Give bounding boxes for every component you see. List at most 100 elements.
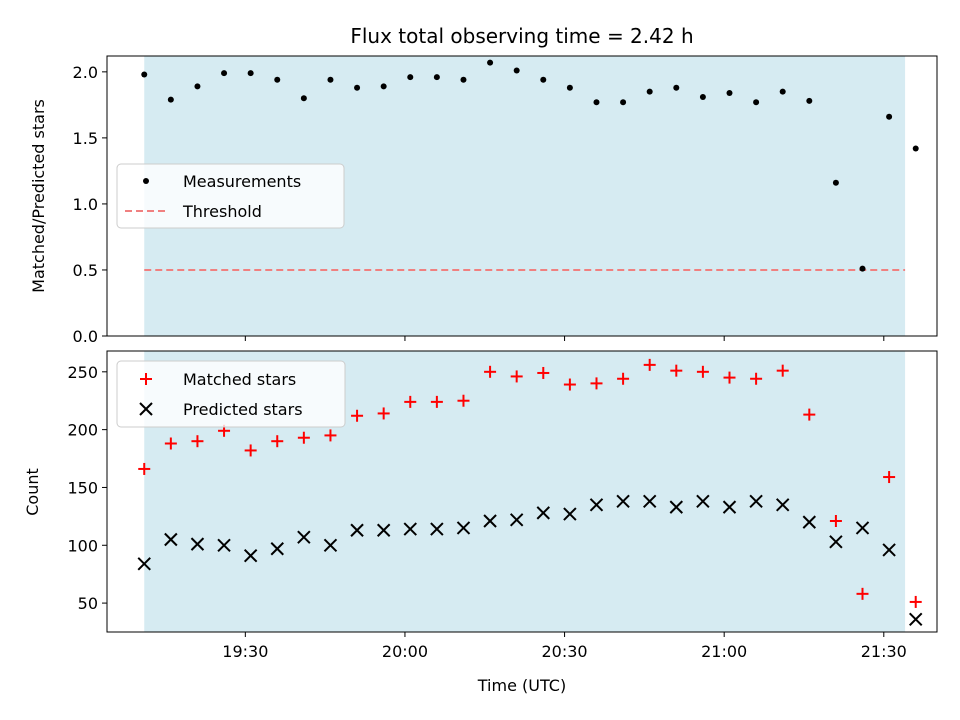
bottom-ytick-label: 200	[67, 421, 98, 440]
measurement-point	[274, 76, 281, 83]
bottom-ytick-label: 100	[67, 536, 98, 555]
bottom-ytick-label: 50	[78, 594, 98, 613]
predicted-star-point	[323, 538, 338, 552]
measurement-point	[699, 93, 706, 100]
bottom-xtick-label: 21:00	[701, 642, 747, 661]
matched-star-point	[563, 378, 576, 391]
top-legend-box	[116, 163, 345, 229]
measurement-point	[912, 145, 919, 152]
matched-star-point	[537, 366, 550, 379]
legend-measurements-marker	[143, 178, 149, 184]
predicted-star-point	[164, 532, 178, 547]
matched-star-point	[457, 394, 470, 407]
measurement-point	[540, 76, 547, 83]
predicted-star-point	[616, 494, 630, 509]
predicted-star-stroke-b	[430, 522, 444, 536]
predicted-star-point	[243, 548, 258, 563]
measurement-point	[221, 70, 228, 77]
predicted-star-stroke-b	[164, 532, 178, 547]
predicted-star-stroke-b	[669, 500, 684, 514]
bottom-x-ticks: 19:30 20:00 20:30 21:00 21:30	[222, 632, 907, 661]
top-ytick-label: 0.0	[73, 327, 98, 346]
predicted-star-point	[909, 612, 923, 626]
measurement-point	[886, 113, 893, 120]
measurement-point	[487, 59, 494, 66]
predicted-star-stroke-b	[403, 522, 417, 536]
legend-matched-label: Matched stars	[183, 370, 296, 389]
predicted-stars-series	[137, 494, 923, 626]
matched-star-point	[244, 444, 257, 457]
legend-predicted-marker	[139, 402, 153, 416]
matched-stars-series	[138, 358, 922, 608]
matched-star-point	[138, 462, 151, 475]
legend-measurements-label: Measurements	[183, 172, 301, 191]
matched-star-point	[510, 370, 523, 383]
top-legend: Measurements Threshold	[116, 163, 345, 229]
matched-star-point	[829, 514, 842, 527]
top-x-ticks	[244, 336, 885, 341]
matched-star-point	[271, 435, 284, 448]
matched-star-point	[590, 377, 603, 390]
measurement-point	[194, 83, 201, 90]
predicted-star-stroke-b	[323, 538, 338, 552]
matched-star-point	[723, 371, 736, 384]
matched-star-point	[297, 431, 310, 444]
predicted-star-point	[749, 494, 763, 509]
measurement-point	[806, 97, 813, 104]
predicted-star-stroke-b	[190, 537, 205, 551]
measurement-point	[620, 99, 627, 106]
predicted-star-point	[642, 494, 657, 509]
measurement-point	[327, 76, 334, 83]
predicted-star-point	[350, 523, 364, 537]
matched-star-point	[856, 587, 869, 600]
predicted-star-point	[829, 535, 843, 549]
top-ytick-label: 0.5	[73, 261, 98, 280]
predicted-star-point	[669, 500, 684, 514]
predicted-star-point	[775, 498, 790, 512]
legend-matched-marker	[140, 373, 152, 385]
measurement-point	[566, 84, 573, 91]
predicted-star-point	[589, 498, 604, 512]
matched-star-point	[696, 365, 709, 378]
bottom-xtick-label: 20:00	[382, 642, 428, 661]
chart-title: Flux total observing time = 2.42 h	[350, 24, 693, 48]
predicted-star-point	[536, 506, 550, 520]
predicted-star-stroke-b	[137, 557, 151, 571]
predicted-star-stroke-b	[616, 494, 630, 509]
bottom-xtick-label: 20:30	[542, 642, 588, 661]
matched-star-point	[803, 408, 816, 421]
predicted-star-point	[882, 543, 896, 557]
predicted-star-point	[563, 507, 577, 521]
predicted-star-stroke-b	[882, 543, 896, 557]
predicted-star-point	[483, 514, 497, 528]
bottom-axes-frame	[106, 350, 938, 633]
predicted-star-stroke-b	[350, 523, 364, 537]
matched-star-point	[404, 395, 417, 408]
bottom-ytick-label: 150	[67, 478, 98, 497]
predicted-star-stroke-b	[563, 507, 577, 521]
measurement-point	[513, 67, 520, 74]
measurement-point	[300, 95, 307, 102]
measurement-point	[859, 265, 866, 272]
measurement-point	[832, 179, 839, 186]
predicted-star-stroke-b	[297, 530, 311, 544]
predicted-star-point	[403, 522, 417, 536]
matched-star-point	[776, 364, 789, 377]
top-ytick-label: 1.0	[73, 195, 98, 214]
predicted-star-point	[456, 521, 471, 535]
predicted-star-point	[376, 523, 391, 537]
measurement-point	[354, 84, 361, 91]
bottom-legend: Matched stars Predicted stars	[116, 360, 346, 428]
predicted-star-point	[696, 494, 710, 509]
matched-star-point	[324, 429, 337, 442]
predicted-star-stroke-b	[509, 513, 524, 527]
matched-star-point	[430, 395, 443, 408]
predicted-star-stroke-b	[483, 514, 497, 528]
measurement-point	[779, 88, 786, 95]
predicted-star-stroke-b	[589, 498, 604, 512]
matched-star-point	[377, 407, 390, 420]
predicted-star-stroke-b	[243, 548, 258, 563]
measurement-point	[433, 74, 440, 81]
measurement-point	[460, 76, 467, 83]
